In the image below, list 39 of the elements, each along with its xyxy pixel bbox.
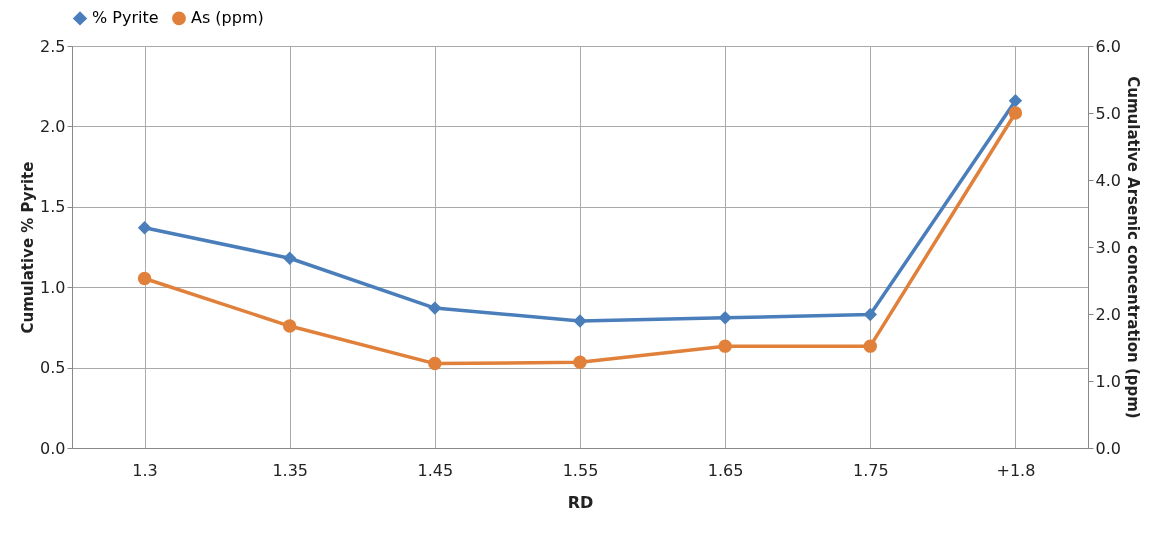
- point: [283, 319, 297, 333]
- point: [428, 301, 442, 315]
- y-tick-label: 1.0: [40, 277, 66, 297]
- point: [863, 307, 877, 322]
- y-tick-label: 1.5: [40, 197, 66, 217]
- point: [718, 311, 732, 325]
- point: [573, 355, 587, 369]
- point: [137, 221, 152, 235]
- point: [428, 356, 442, 371]
- y-tick-label: 2.0: [40, 116, 66, 136]
- y-axis-title: Cumulative % Pyrite: [19, 161, 38, 334]
- x-axis-title: RD: [567, 492, 594, 512]
- y2-tick-label: 4.0: [1095, 170, 1121, 190]
- y2-tick-label: 3.0: [1095, 237, 1121, 257]
- legend-label: As (ppm): [191, 8, 264, 28]
- y2-tick-label: 1.0: [1095, 371, 1121, 391]
- point: [573, 314, 587, 328]
- y-tick-label: 0.0: [40, 438, 66, 458]
- y-tick-label: 2.5: [40, 36, 66, 56]
- x-tick-label: 1.35: [272, 460, 309, 480]
- y2-tick-label: 2.0: [1095, 304, 1121, 324]
- x-tick-label: 1.3: [132, 460, 158, 480]
- x-tick-label: 1.45: [417, 460, 454, 480]
- y-tick-label: 0.5: [40, 358, 66, 378]
- y2-axis-title: Cumulative Arsenic concentration (ppm): [1123, 76, 1142, 419]
- y2-tick-label: 5.0: [1095, 103, 1121, 123]
- x-tick-label: +1.8: [996, 460, 1036, 480]
- point: [1008, 106, 1023, 120]
- point: [137, 271, 152, 286]
- point: [1008, 93, 1023, 108]
- legend-label: % Pyrite: [92, 8, 159, 28]
- x-tick-label: 1.65: [707, 460, 744, 480]
- point: [718, 339, 732, 353]
- point: [863, 339, 877, 353]
- x-tick-label: 1.55: [562, 460, 599, 480]
- y2-tick-label: 6.0: [1095, 36, 1121, 56]
- x-tick-label: 1.75: [852, 460, 889, 480]
- point: [283, 251, 297, 265]
- y2-tick-label: 0.0: [1095, 438, 1121, 458]
